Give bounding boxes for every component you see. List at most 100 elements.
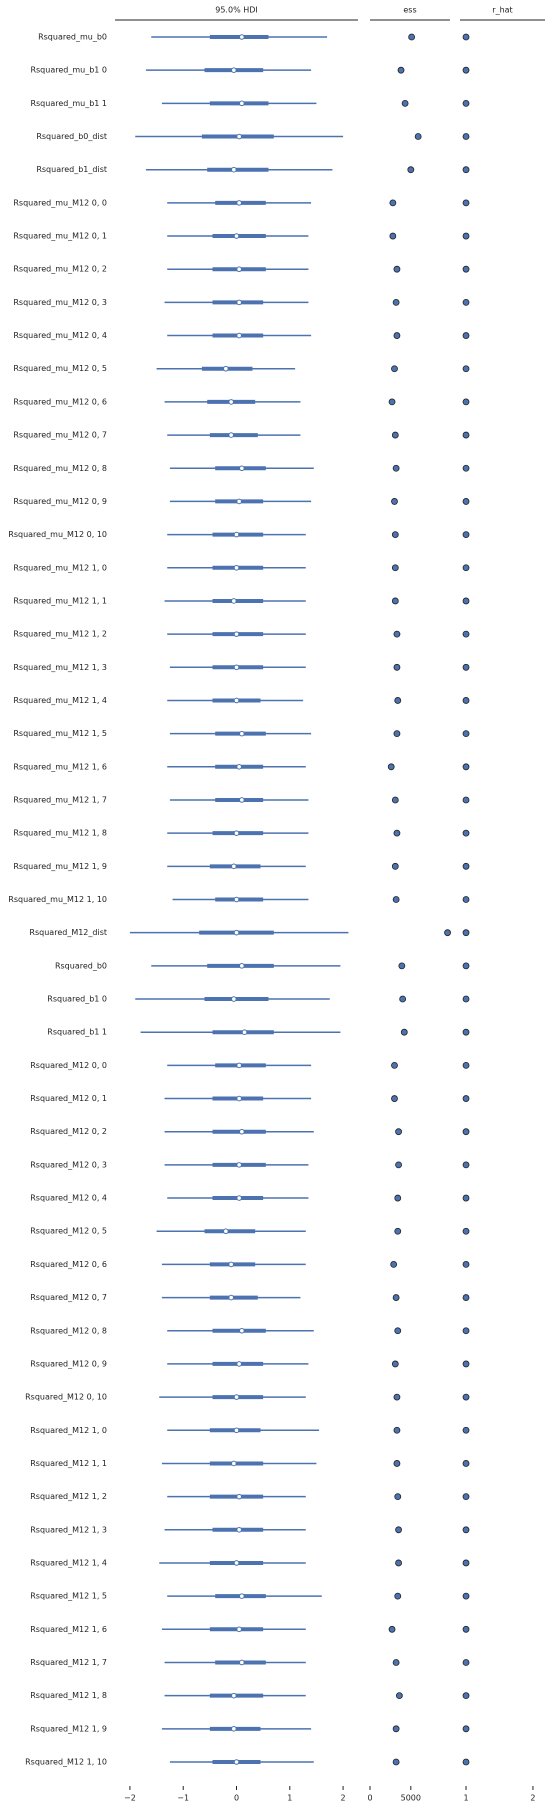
rhat-dot bbox=[462, 1725, 470, 1733]
median-dot bbox=[236, 1493, 242, 1500]
ess-dot bbox=[393, 1460, 401, 1467]
ess-dot bbox=[391, 796, 399, 804]
row-label: Rsquared_M12 0, 9 bbox=[30, 1359, 107, 1368]
median-dot bbox=[231, 1692, 237, 1699]
ess-dot bbox=[392, 298, 400, 306]
median-dot bbox=[236, 133, 242, 140]
median-dot bbox=[233, 1394, 240, 1400]
rhat-dot bbox=[462, 1393, 470, 1401]
rhat-dot bbox=[462, 1692, 470, 1700]
ess-dot bbox=[400, 1028, 408, 1036]
median-dot bbox=[236, 299, 242, 306]
median-dot bbox=[239, 1593, 245, 1599]
median-dot bbox=[239, 1659, 245, 1666]
rhat-dot bbox=[462, 1128, 470, 1136]
row-label: Rsquared_mu_b0 bbox=[38, 33, 107, 42]
row-label: Rsquared_M12 1, 3 bbox=[30, 1525, 107, 1534]
row-label: Rsquared_M12 0, 4 bbox=[30, 1194, 107, 1203]
row-label: Rsquared_mu_b1 0 bbox=[30, 66, 107, 75]
row-label: Rsquared_M12 0, 3 bbox=[30, 1160, 107, 1169]
median-dot bbox=[233, 233, 240, 239]
ess-dot bbox=[394, 1227, 402, 1235]
row-label: Rsquared_M12 1, 9 bbox=[30, 1724, 107, 1733]
row-label: Rsquared_b0 bbox=[55, 961, 107, 970]
rhat-dot bbox=[462, 796, 470, 804]
ess-dot bbox=[391, 1360, 399, 1368]
rhat-dot bbox=[462, 1061, 470, 1069]
row-label: Rsquared_b1_dist bbox=[36, 165, 107, 174]
ess-dot bbox=[391, 564, 399, 572]
rhat-dot bbox=[462, 365, 470, 373]
rhat-dot bbox=[462, 66, 470, 74]
ess-dot bbox=[392, 1294, 400, 1301]
rhat-dot bbox=[462, 564, 470, 572]
x-tick-label: 1 bbox=[287, 1794, 292, 1803]
row-label: Rsquared_M12 0, 2 bbox=[30, 1127, 107, 1136]
row-label: Rsquared_mu_M12 1, 10 bbox=[8, 895, 107, 904]
rhat-dot bbox=[462, 1327, 470, 1335]
ess-dot bbox=[392, 464, 400, 472]
rhat-dot bbox=[462, 1360, 470, 1368]
ess-dot bbox=[388, 1625, 396, 1633]
rhat-dot bbox=[462, 498, 470, 505]
row-label: Rsquared_M12 1, 7 bbox=[30, 1658, 107, 1667]
rhat-dot bbox=[462, 1028, 470, 1036]
rhat-dot bbox=[462, 663, 470, 671]
ess-dot bbox=[401, 99, 409, 107]
ess-dot bbox=[398, 962, 406, 970]
ess-dot bbox=[414, 133, 422, 140]
panel-title: r_hat bbox=[492, 6, 512, 15]
median-dot bbox=[233, 896, 240, 903]
rhat-dot bbox=[462, 697, 470, 704]
median-dot bbox=[236, 200, 242, 206]
row-label: Rsquared_M12 1, 10 bbox=[25, 1758, 107, 1767]
rhat-dot bbox=[462, 1227, 470, 1235]
ess-dot bbox=[394, 1493, 402, 1501]
row-label: Rsquared_M12_dist bbox=[29, 928, 107, 937]
ess-dot bbox=[391, 431, 399, 439]
ess-dot bbox=[387, 763, 395, 771]
row-label: Rsquared_M12 1, 6 bbox=[30, 1625, 107, 1634]
ess-dot bbox=[394, 697, 402, 704]
rhat-dot bbox=[462, 862, 470, 870]
rhat-dot bbox=[462, 1526, 470, 1534]
rhat-dot bbox=[462, 829, 470, 837]
rhat-dot bbox=[462, 33, 470, 41]
rhat-dot bbox=[462, 1194, 470, 1202]
median-dot bbox=[228, 432, 234, 438]
median-dot bbox=[233, 1427, 240, 1434]
x-tick-label: −1 bbox=[177, 1794, 189, 1803]
rhat-dot bbox=[462, 464, 470, 472]
ess-dot bbox=[393, 730, 401, 738]
ess-dot bbox=[392, 1758, 400, 1766]
x-tick-label: 2 bbox=[530, 1794, 535, 1803]
ess-dot bbox=[389, 232, 397, 240]
x-tick-label: 0 bbox=[367, 1794, 372, 1803]
x-tick-label: 0 bbox=[234, 1794, 239, 1803]
row-label: Rsquared_M12 1, 0 bbox=[30, 1426, 107, 1435]
median-dot bbox=[231, 1726, 237, 1732]
rhat-dot bbox=[462, 1592, 470, 1600]
ess-dot bbox=[408, 33, 416, 41]
median-dot bbox=[223, 365, 229, 372]
median-dot bbox=[236, 266, 242, 273]
row-label: Rsquared_M12 1, 4 bbox=[30, 1558, 107, 1567]
ess-dot bbox=[389, 199, 397, 207]
x-tick-label: −2 bbox=[124, 1794, 136, 1803]
rhat-dot bbox=[462, 1294, 470, 1301]
rhat-dot bbox=[462, 896, 470, 903]
ess-dot bbox=[391, 1095, 398, 1102]
rhat-dot bbox=[462, 199, 470, 207]
rhat-dot bbox=[462, 763, 470, 771]
row-label: Rsquared_mu_M12 0, 8 bbox=[13, 464, 107, 473]
row-label: Rsquared_M12 0, 7 bbox=[30, 1293, 107, 1302]
median-dot bbox=[239, 1327, 245, 1334]
ess-dot bbox=[391, 1061, 398, 1069]
row-label: Rsquared_mu_M12 1, 2 bbox=[13, 630, 107, 639]
row-label: Rsquared_M12 1, 1 bbox=[30, 1459, 107, 1468]
ess-dot bbox=[393, 829, 401, 837]
ess-dot bbox=[391, 365, 398, 373]
panel-title: ess bbox=[403, 6, 416, 15]
median-dot bbox=[233, 664, 240, 671]
